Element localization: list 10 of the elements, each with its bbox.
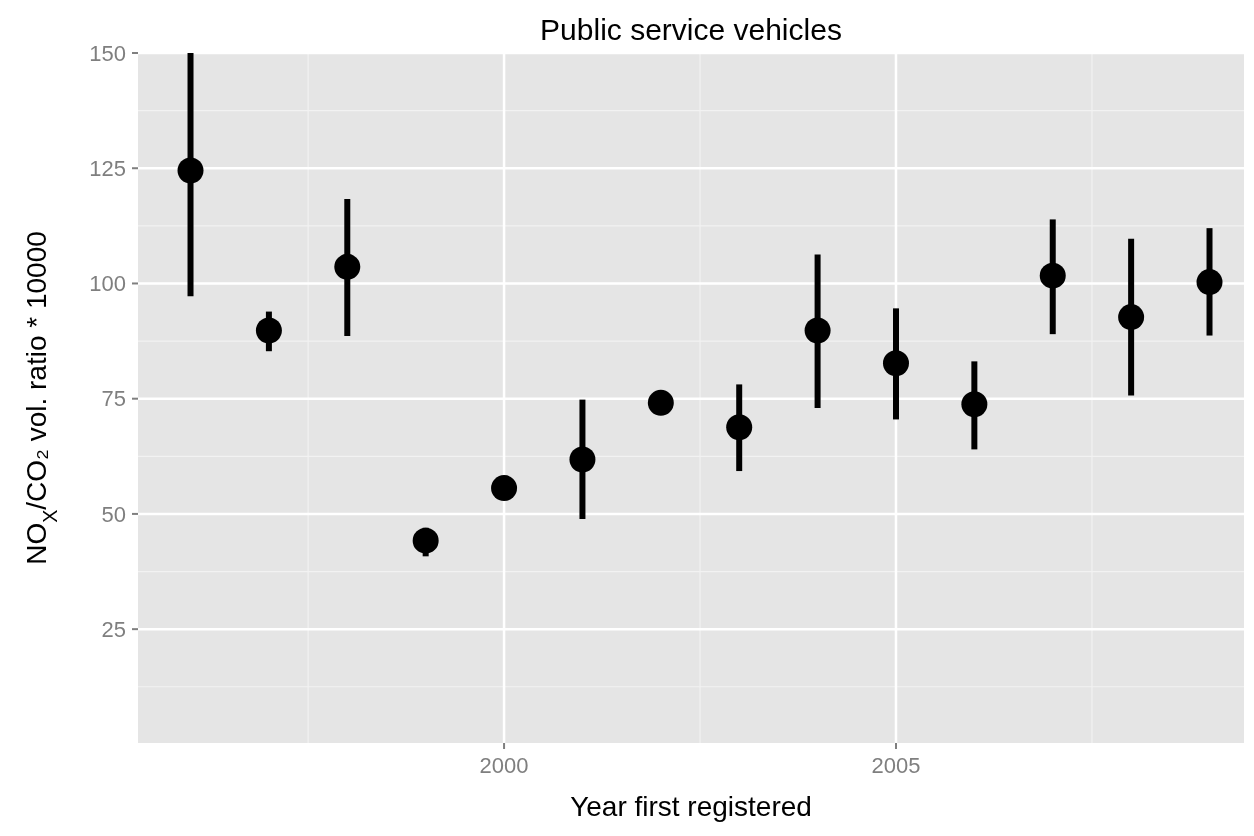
- x-tick-label: 2000: [479, 753, 529, 778]
- x-axis-title: Year first registered: [570, 791, 812, 822]
- y-tick-label: 75: [101, 386, 126, 412]
- chart-title: Public service vehicles: [540, 13, 842, 46]
- y-tick-label: 50: [101, 501, 126, 527]
- y-tick-label: 125: [89, 155, 126, 181]
- y-tick-label: 150: [89, 40, 126, 66]
- y-tick-label: 100: [89, 271, 126, 297]
- y-tick-label: 25: [101, 616, 126, 642]
- x-tick-label: 2005: [871, 753, 921, 778]
